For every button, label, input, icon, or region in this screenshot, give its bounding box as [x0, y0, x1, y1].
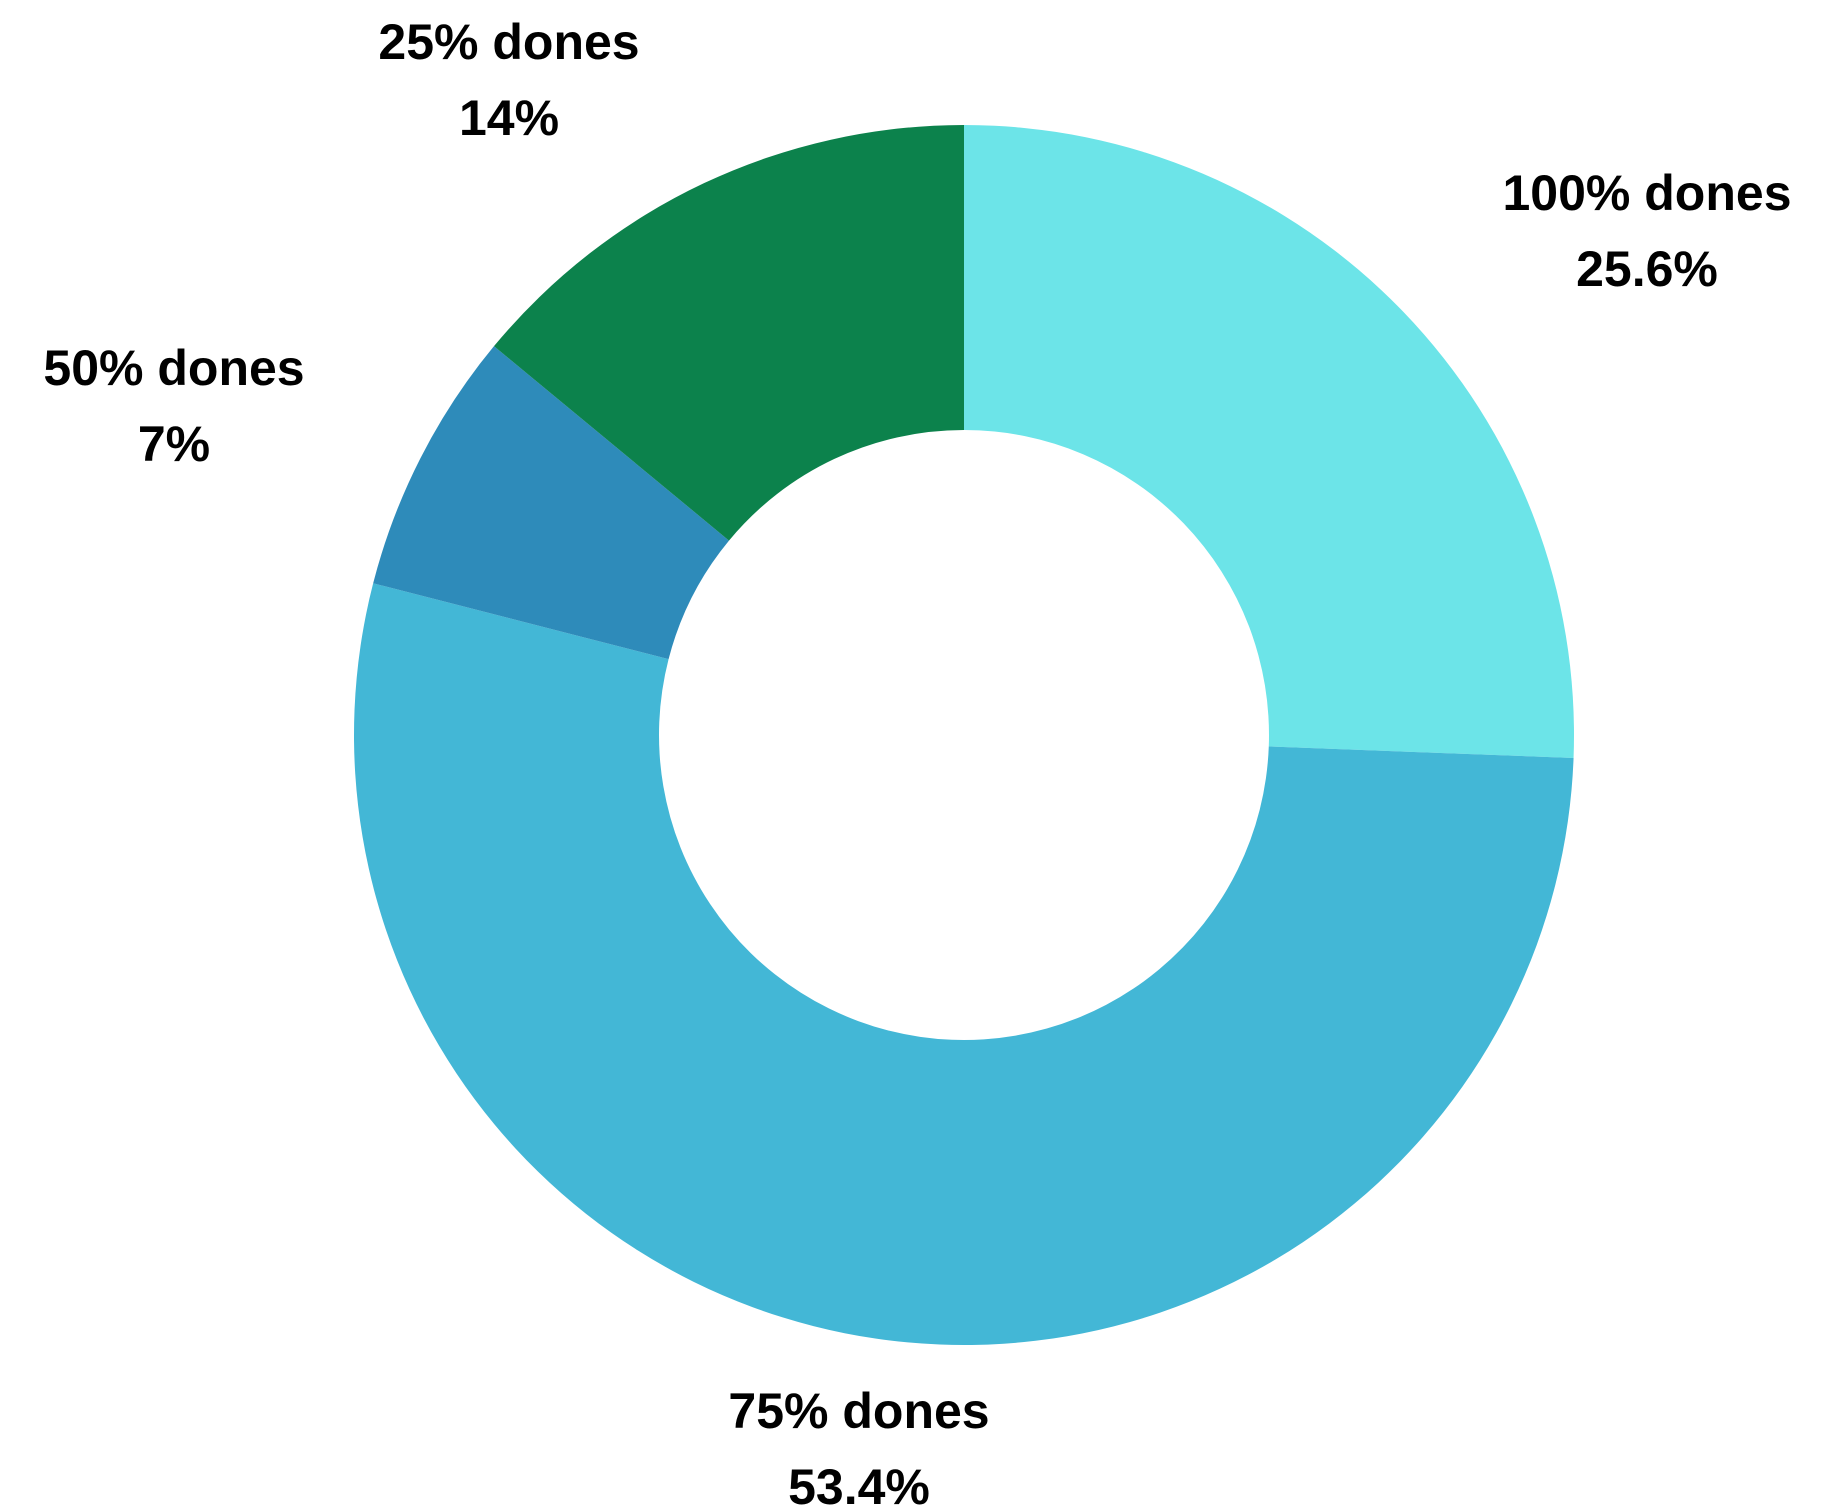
- slice-value-label: 25.6%: [1576, 241, 1718, 297]
- donut-slice: [373, 346, 729, 660]
- slice-value-label: 7%: [138, 416, 210, 472]
- donut-slice: [493, 125, 964, 541]
- donut-slice: [353, 583, 1574, 1345]
- slice-value-label: 53.4%: [788, 1459, 930, 1508]
- donut-slice: [964, 125, 1574, 758]
- slice-label: 50% dones: [43, 340, 304, 396]
- slice-label: 25% dones: [378, 14, 639, 70]
- slice-label: 75% dones: [728, 1383, 989, 1439]
- slice-value-label: 14%: [459, 90, 559, 146]
- slice-label: 100% dones: [1502, 165, 1791, 221]
